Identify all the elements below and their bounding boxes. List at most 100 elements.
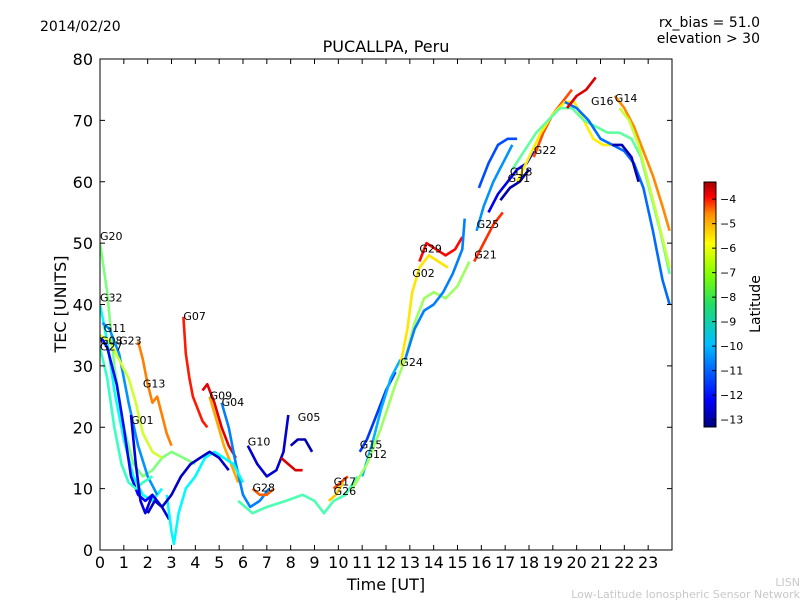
series-line xyxy=(564,100,671,305)
colorbar-tick-label: −9 xyxy=(720,316,736,329)
x-tick-label: 22 xyxy=(614,553,634,572)
satellite-label: G10 xyxy=(248,436,271,449)
y-axis-label: TEC [UNITS] xyxy=(51,256,70,354)
colorbar-tick-label: −12 xyxy=(720,389,743,402)
y-tick-label: 0 xyxy=(83,541,93,560)
x-tick-label: 11 xyxy=(352,553,372,572)
colorbar-tick-label: −10 xyxy=(720,340,743,353)
y-tick-label: 20 xyxy=(73,418,93,437)
series-line xyxy=(403,218,466,361)
series-line xyxy=(136,340,173,447)
y-tick-label: 80 xyxy=(73,50,93,69)
series-line xyxy=(612,143,640,183)
x-tick-label: 21 xyxy=(590,553,610,572)
satellite-label: G31 xyxy=(508,172,531,185)
series-line xyxy=(399,254,449,367)
y-tick-label: 50 xyxy=(73,234,93,253)
series-line xyxy=(613,95,671,232)
x-tick-label: 18 xyxy=(519,553,539,572)
x-axis: 0 1 2 3 4 5 6 7 8 9 10 11 12 13 14 15 16 17 18 19 20 21 22 23 xyxy=(95,59,658,572)
series-line xyxy=(473,211,504,263)
plot-frame xyxy=(99,58,673,551)
satellite-label: G22 xyxy=(534,144,557,157)
x-tick-label: 8 xyxy=(286,553,296,572)
x-tick-label: 20 xyxy=(566,553,586,572)
y-axis: 0 10 20 30 40 50 60 70 80 xyxy=(73,50,672,560)
series-line xyxy=(251,487,275,497)
satellite-label: G28 xyxy=(253,482,276,495)
series-line xyxy=(220,402,271,509)
x-tick-label: 9 xyxy=(309,553,319,572)
series-line xyxy=(182,316,209,429)
y-tick-label: 40 xyxy=(73,296,93,315)
series-line xyxy=(332,475,349,490)
x-tick-label: 10 xyxy=(328,553,348,572)
series-line xyxy=(146,450,230,514)
x-tick-label: 12 xyxy=(376,553,396,572)
satellite-label: G11 xyxy=(104,322,127,335)
series-line xyxy=(208,396,240,483)
x-tick-label: 23 xyxy=(638,553,658,572)
satellite-label: G08 xyxy=(100,334,123,347)
satellite-label: G26 xyxy=(334,485,357,498)
colorbar-tick-label: −11 xyxy=(720,365,743,378)
series-line xyxy=(499,168,531,201)
series-line xyxy=(101,321,159,496)
satellite-label: G29 xyxy=(419,242,442,255)
x-tick-label: 7 xyxy=(262,553,272,572)
satellite-label: G09 xyxy=(210,390,233,403)
x-tick-label: 0 xyxy=(95,553,105,572)
satellite-label: G16 xyxy=(591,95,614,108)
series-line xyxy=(246,414,290,478)
y-tick-label: 30 xyxy=(73,357,93,376)
colorbar-label: Latitude xyxy=(748,275,764,333)
satellite-label: G01 xyxy=(131,414,154,427)
satellite-label: G15 xyxy=(360,439,383,452)
series-line xyxy=(100,347,154,490)
satellite-label: G25 xyxy=(477,218,500,231)
x-tick-label: 13 xyxy=(400,553,420,572)
series-line xyxy=(475,144,514,232)
y-tick-label: 70 xyxy=(73,111,93,130)
series-line xyxy=(289,438,314,453)
elevation-label: elevation > 30 xyxy=(657,31,760,47)
rx-bias-label: rx_bias = 51.0 xyxy=(659,15,760,31)
satellite-label: G18 xyxy=(510,166,533,179)
footer-network: Low-Latitude Ionospheric Sensor Network xyxy=(571,588,800,600)
x-tick-label: 5 xyxy=(214,553,224,572)
series-line xyxy=(360,359,402,477)
satellite-label: G20 xyxy=(100,230,123,243)
x-tick-label: 16 xyxy=(471,553,491,572)
series-line xyxy=(351,260,471,490)
x-tick-label: 4 xyxy=(190,553,200,572)
x-tick-label: 2 xyxy=(143,553,153,572)
y-tick-label: 10 xyxy=(73,480,93,499)
colorbar xyxy=(703,181,717,428)
x-tick-label: 15 xyxy=(447,553,467,572)
series-line xyxy=(201,383,238,459)
date-label: 2014/02/20 xyxy=(40,19,121,35)
satellite-label: G24 xyxy=(400,356,423,369)
colorbar-tick-label: −7 xyxy=(720,267,736,280)
series-line xyxy=(477,137,518,189)
satellite-label: G07 xyxy=(183,310,206,323)
x-tick-label: 14 xyxy=(423,553,443,572)
x-tick-label: 17 xyxy=(495,553,515,572)
y-tick-label: 60 xyxy=(73,173,93,192)
footer-lisn: LISN xyxy=(775,576,800,589)
x-axis-label: Time [UT] xyxy=(346,575,425,594)
satellite-label: G23 xyxy=(119,334,142,347)
series-layer xyxy=(100,76,671,546)
x-tick-label: 19 xyxy=(543,553,563,572)
satellite-label: G02 xyxy=(412,267,435,280)
chart-title: PUCALLPA, Peru xyxy=(323,37,450,56)
series-line xyxy=(618,107,671,269)
series-line xyxy=(100,242,196,478)
satellite-label: G04 xyxy=(222,396,245,409)
series-line xyxy=(515,100,615,183)
colorbar-tick-label: −6 xyxy=(720,242,736,255)
satellite-label: G13 xyxy=(143,377,166,390)
series-line xyxy=(100,334,154,503)
